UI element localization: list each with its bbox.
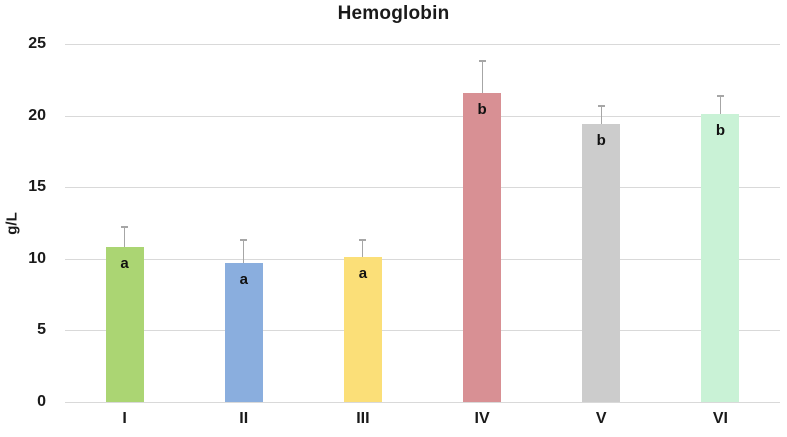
error-bar-cap-II — [240, 239, 248, 242]
bar-VI — [701, 114, 740, 402]
x-tick-label-I: I — [122, 410, 127, 427]
sig-letter-VI: b — [715, 122, 725, 140]
x-tick-label-V: V — [595, 410, 607, 427]
x-tick-label-III: III — [356, 410, 370, 427]
error-bar-III — [362, 240, 364, 258]
y-tick-label-10: 10 — [28, 249, 46, 267]
bar-II — [224, 263, 263, 402]
error-bar-cap-VI — [716, 94, 724, 97]
error-bar-V — [600, 105, 602, 125]
chart-title: Hemoglobin — [337, 3, 450, 24]
gridline-20 — [65, 115, 780, 117]
plot-area: a a a b b b — [65, 44, 780, 403]
error-bar-VI — [719, 95, 721, 115]
y-tick-label-0: 0 — [37, 393, 46, 410]
gridline-25 — [65, 44, 780, 45]
gridline-5 — [65, 330, 780, 332]
x-tick-label-VI: VI — [712, 410, 728, 427]
error-bar-II — [243, 240, 245, 264]
y-tick-label-5: 5 — [37, 321, 46, 339]
bar-III — [343, 257, 382, 402]
sig-letter-V: b — [596, 132, 606, 150]
error-bar-IV — [481, 61, 483, 93]
y-tick-label-20: 20 — [28, 106, 46, 124]
y-tick-label-25: 25 — [28, 35, 46, 52]
error-bar-cap-I — [121, 226, 129, 229]
error-bar-cap-III — [359, 239, 367, 242]
x-tick-label-II: II — [239, 410, 249, 427]
bar-I — [105, 247, 144, 402]
error-bar-I — [124, 227, 126, 248]
x-tick-label-IV: IV — [474, 410, 490, 427]
error-bar-cap-V — [597, 104, 605, 107]
bar-IV — [463, 92, 502, 402]
error-bar-cap-IV — [478, 60, 486, 63]
gridline-0 — [65, 402, 780, 403]
sig-letter-II: a — [239, 271, 248, 289]
gridline-15 — [65, 187, 780, 189]
gridline-10 — [65, 258, 780, 260]
sig-letter-IV: b — [477, 100, 487, 118]
sig-letter-I: a — [120, 255, 129, 273]
y-tick-label-15: 15 — [28, 178, 46, 196]
sig-letter-III: a — [358, 265, 368, 283]
bar-V — [582, 124, 621, 402]
